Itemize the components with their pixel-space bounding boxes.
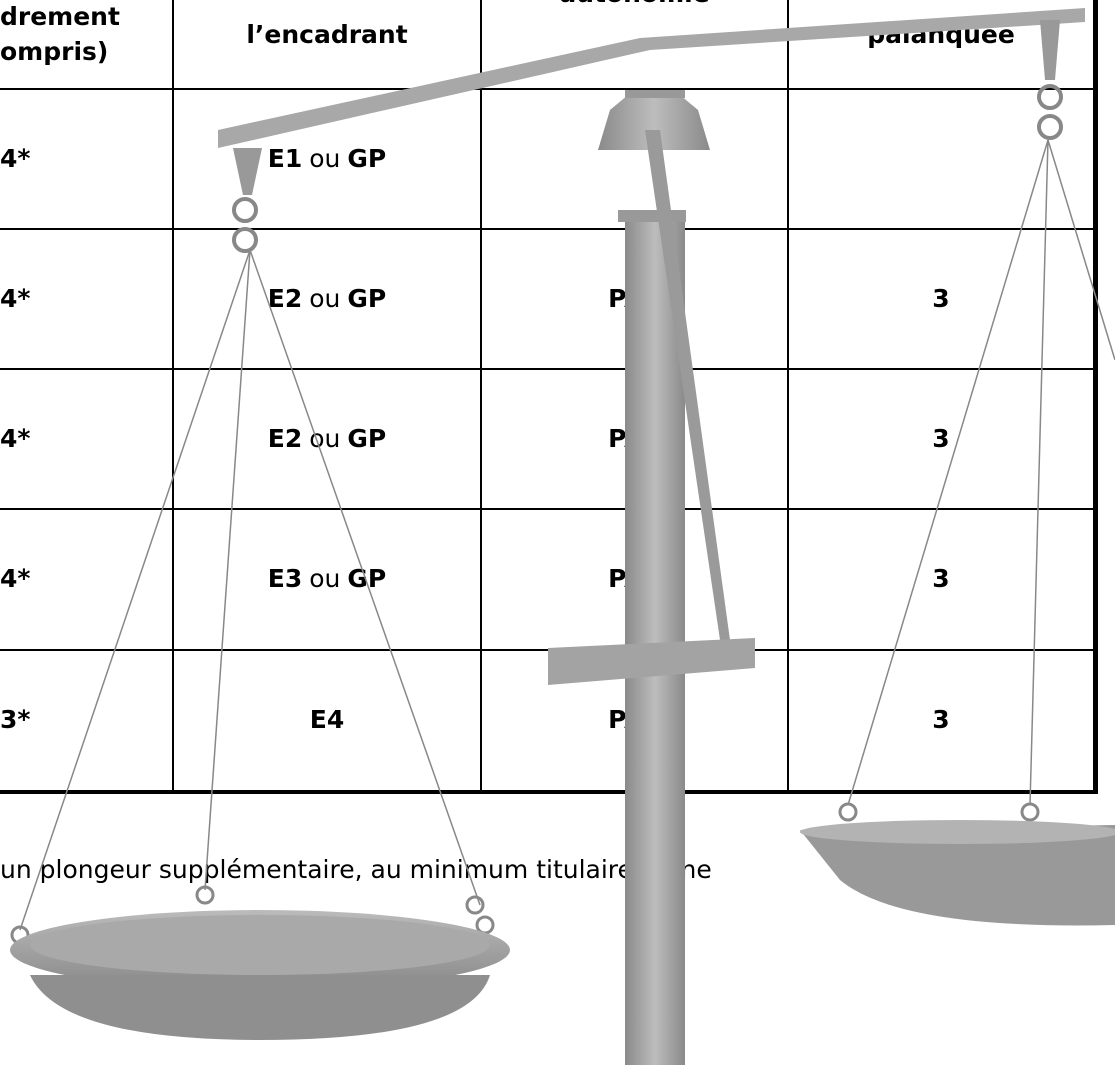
- page: drementompris)l’encadrantautonomiepalanq…: [0, 0, 1115, 1065]
- scale-illustration: [0, 0, 1115, 1065]
